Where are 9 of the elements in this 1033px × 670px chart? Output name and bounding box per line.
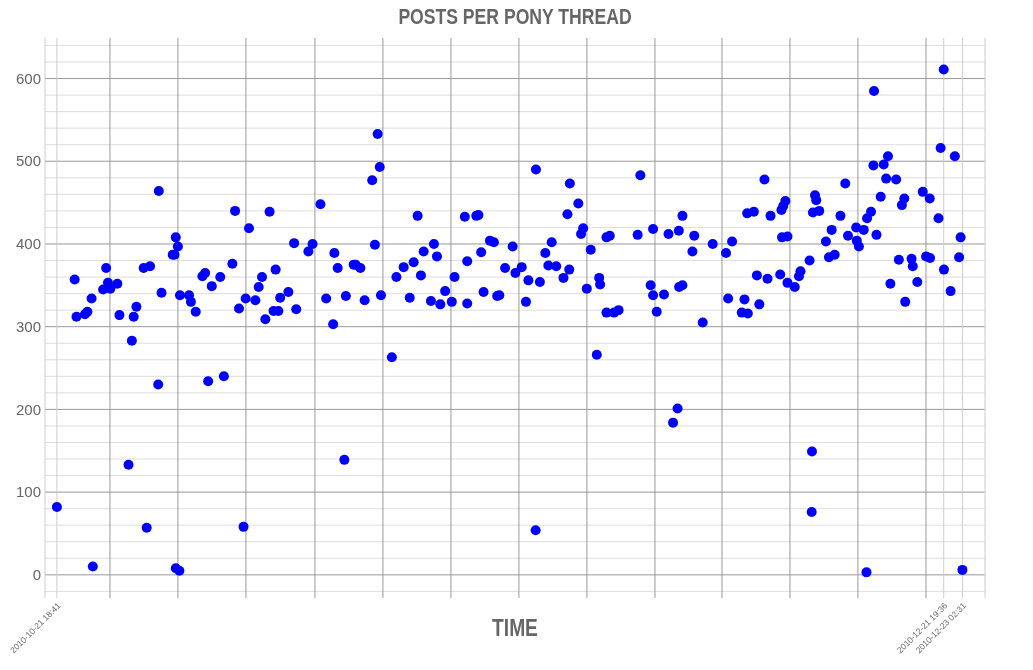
y-tick-label: 300 [15,317,41,335]
y-tick-label: 600 [15,69,41,87]
y-tick-label: 0 [32,566,41,584]
chart-title: POSTS PER PONY THREAD [398,4,632,29]
y-tick-label: 200 [15,400,41,418]
x-axis-title: TIME [492,613,538,642]
y-tick-label: 100 [15,483,41,501]
y-tick-label: 500 [15,152,41,170]
y-tick-label: 400 [15,235,41,253]
